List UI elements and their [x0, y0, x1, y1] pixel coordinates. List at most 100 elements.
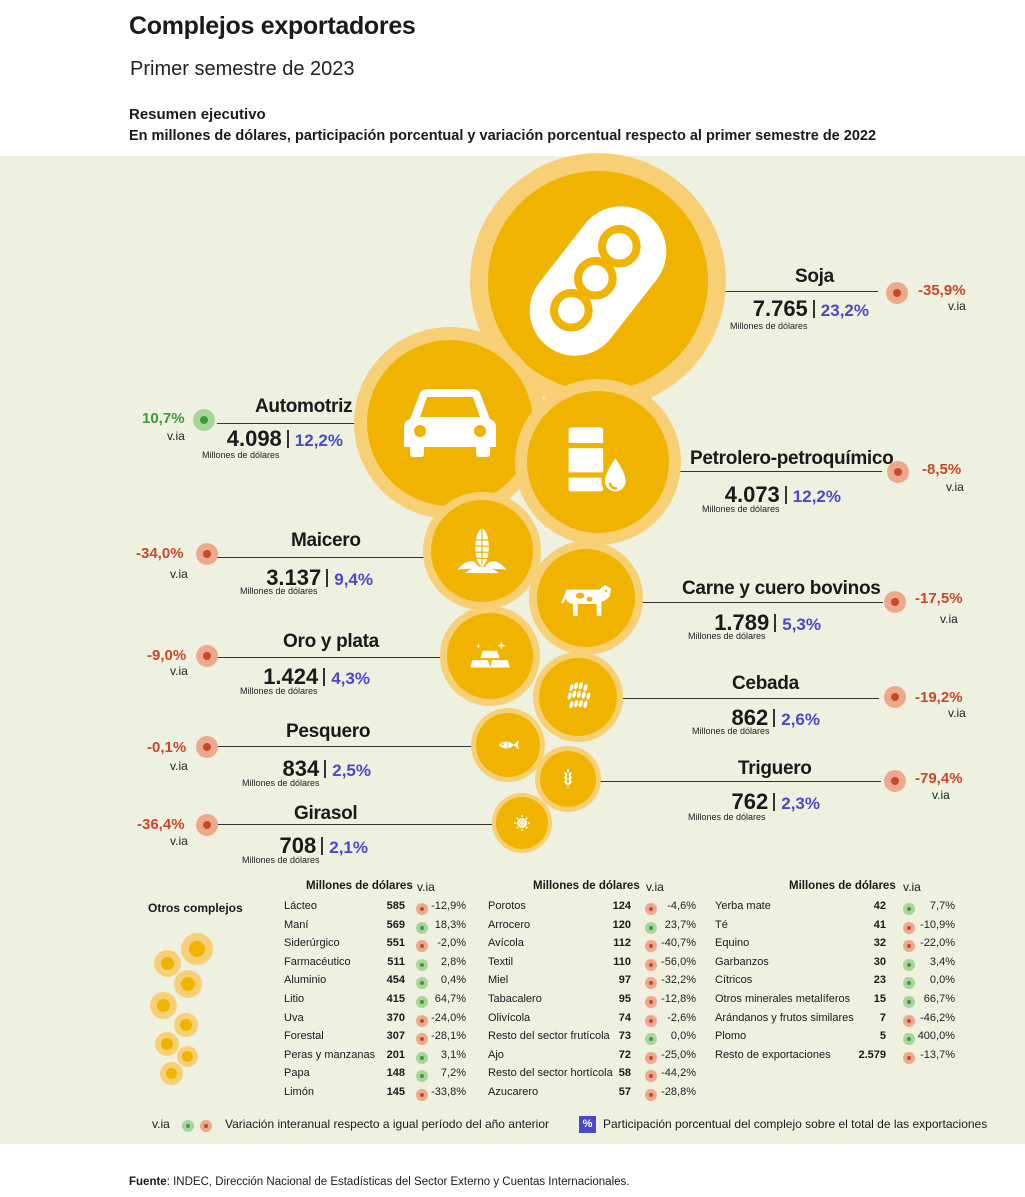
complex-name: Litio — [284, 993, 305, 1005]
complex-name: Resto del sector frutícola — [488, 1030, 610, 1043]
trend-dot — [903, 921, 915, 934]
others-row: Equino 32 -22,0% — [715, 937, 955, 955]
bubble-core — [540, 751, 596, 807]
complex-via: 64,7% — [434, 993, 466, 1005]
cow-icon — [561, 584, 611, 616]
value-number: 762 — [731, 789, 769, 814]
value-triguero: 762 2,3% — [732, 789, 820, 815]
complex-via: -22,0% — [920, 937, 955, 950]
others-row: Uva 370 -24,0% — [284, 1012, 466, 1030]
value-carne-y-cuero-bovinos: 1.789 5,3% — [714, 610, 821, 636]
small-bubble — [177, 1046, 198, 1067]
others-header-via: v.ia — [903, 880, 921, 894]
section-subtitle: En millones de dólares, participación po… — [129, 128, 877, 144]
small-bubble — [181, 933, 213, 965]
others-row: Plomo 5 400,0% — [715, 1030, 955, 1048]
trend-dot-soja — [886, 282, 908, 304]
section-title: Resumen ejecutivo — [129, 106, 266, 123]
label-automotriz: Automotriz — [255, 396, 353, 417]
complex-via: -25,0% — [661, 1048, 696, 1061]
others-header-value: Millones de dólares — [789, 880, 896, 892]
unit-label: Millones de dólares — [242, 778, 320, 788]
page-subtitle: Primer semestre de 2023 — [130, 58, 355, 80]
complex-name: Textil — [488, 955, 514, 968]
trend-dot — [903, 903, 915, 915]
legend-pct-box: % — [579, 1116, 596, 1133]
complex-value: 41 — [873, 918, 886, 931]
others-row: Forestal 307 -28,1% — [284, 1030, 466, 1048]
via-value-maicero: -34,0% — [136, 545, 184, 562]
small-bubble — [155, 1032, 179, 1056]
trend-dot — [416, 977, 428, 990]
legend-green-dot — [182, 1120, 194, 1132]
via-label: v.ia — [170, 834, 188, 848]
complex-name: Lácteo — [284, 900, 318, 912]
via-label: v.ia — [170, 567, 188, 581]
trend-dot-girasol — [196, 814, 218, 836]
trend-dot-carne-y-cuero-bovinos — [884, 591, 906, 613]
unit-label: Millones de dólares — [730, 321, 808, 331]
others-row: Arándanos y frutos similares 7 -46,2% — [715, 1012, 955, 1030]
unit-label: Millones de dólares — [240, 686, 318, 696]
bubble-girasol — [492, 793, 552, 853]
leader-line-pesquero — [216, 746, 508, 747]
others-row: Resto del sector hortícola 58 -44,2% — [488, 1067, 696, 1085]
complex-value: 110 — [613, 955, 631, 968]
value-soja: 7.765 23,2% — [753, 296, 869, 322]
complex-value: 97 — [618, 974, 631, 987]
complex-value: 511 — [387, 955, 405, 968]
others-row: Litio 415 64,7% — [284, 993, 466, 1011]
unit-label: Millones de dólares — [692, 726, 770, 736]
value-number: 7.765 — [752, 296, 808, 321]
complex-via: -2,0% — [437, 937, 466, 950]
small-bubble — [160, 1062, 183, 1085]
bubble-maicero — [423, 492, 541, 610]
complex-via: 0,0% — [929, 974, 955, 987]
via-value-triguero: -79,4% — [915, 770, 963, 787]
complex-name: Olivícola — [488, 1011, 531, 1024]
complex-value: 5 — [879, 1030, 886, 1043]
complex-value: 95 — [618, 993, 631, 1005]
trend-dot — [416, 1051, 428, 1064]
trend-dot — [645, 1014, 657, 1027]
trend-dot — [903, 996, 915, 1008]
value-number: 1.789 — [714, 610, 770, 635]
complex-name: Miel — [488, 974, 509, 987]
trend-dot-petrolero-petroquimico — [887, 461, 909, 483]
via-value-girasol: -36,4% — [137, 816, 185, 833]
complex-via: -12,9% — [431, 900, 466, 912]
others-header-via: v.ia — [417, 880, 435, 894]
unit-label: Millones de dólares — [688, 812, 766, 822]
complex-value: 551 — [386, 937, 405, 950]
complex-via: 7,7% — [929, 900, 955, 912]
legend-via-text: Variación interanual respecto a igual pe… — [225, 1117, 549, 1131]
complex-value: 57 — [618, 1086, 631, 1098]
value-petrolero-petroquimico: 4.073 12,2% — [725, 482, 841, 508]
via-label: v.ia — [170, 664, 188, 678]
trend-dot — [416, 958, 428, 971]
via-label: v.ia — [170, 759, 188, 773]
via-value-soja: -35,9% — [918, 282, 966, 299]
complex-via: 7,2% — [440, 1067, 466, 1080]
others-row: Papa 148 7,2% — [284, 1067, 466, 1085]
share-percent: 2,6% — [781, 710, 820, 729]
value-girasol: 708 2,1% — [280, 833, 368, 859]
value-maicero: 3.137 9,4% — [266, 565, 373, 591]
trend-dot — [645, 1070, 657, 1083]
small-bubble — [174, 970, 202, 998]
others-row: Ajo 72 -25,0% — [488, 1049, 696, 1067]
sunflower-icon — [514, 815, 530, 831]
trend-dot — [645, 903, 657, 915]
complex-value: 307 — [386, 1030, 405, 1043]
bubble-carne-y-cuero-bovinos — [529, 541, 643, 655]
trend-dot-triguero — [884, 770, 906, 792]
via-label: v.ia — [940, 612, 958, 626]
value-number: 708 — [279, 833, 317, 858]
others-row: Limón 145 -33,8% — [284, 1086, 466, 1104]
complex-via: -4,6% — [667, 900, 696, 912]
trend-dot-oro-y-plata — [196, 645, 218, 667]
others-row: Tabacalero 95 -12,8% — [488, 993, 696, 1011]
complex-via: -56,0% — [661, 955, 696, 968]
trend-dot — [903, 1051, 915, 1064]
via-value-cebada: -19,2% — [915, 689, 963, 706]
